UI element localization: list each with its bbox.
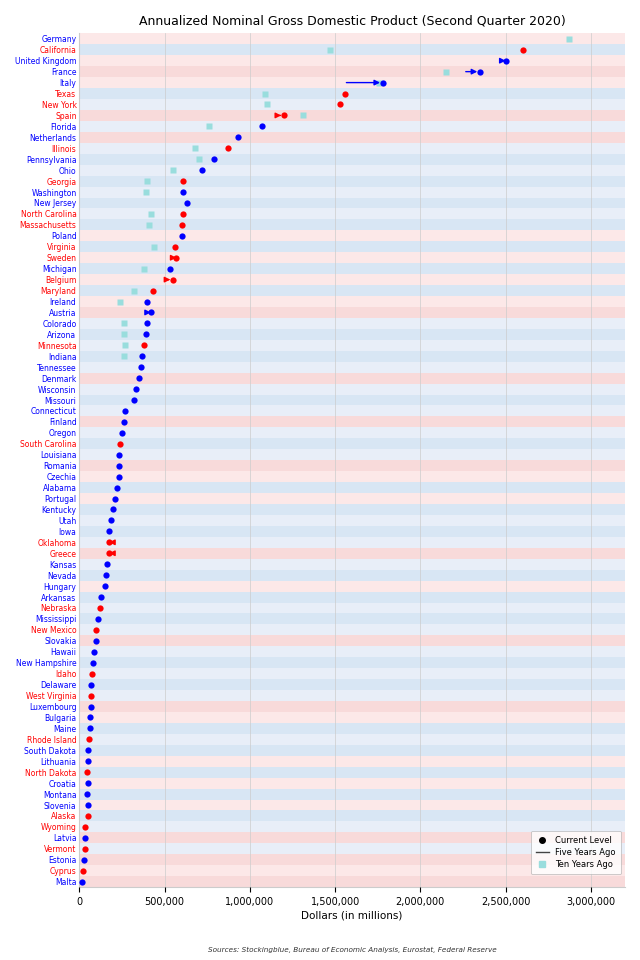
Bar [79,800,625,810]
Bar [79,88,625,99]
Title: Annualized Nominal Gross Domestic Product (Second Quarter 2020): Annualized Nominal Gross Domestic Produc… [139,15,566,28]
Bar [79,66,625,77]
Bar [79,208,625,220]
Bar [79,788,625,800]
Bar [79,263,625,275]
Bar [79,559,625,569]
Text: Sources: Stockingblue, Bureau of Economic Analysis, Eurostat, Federal Reserve: Sources: Stockingblue, Bureau of Economi… [207,948,497,953]
Bar [79,220,625,230]
Bar [79,460,625,471]
Bar [79,198,625,208]
Bar [79,822,625,832]
Bar [79,285,625,296]
Bar [79,745,625,756]
Bar [79,143,625,154]
Bar [79,733,625,745]
Bar [79,384,625,395]
Bar [79,56,625,66]
Bar [79,176,625,186]
Bar [79,439,625,449]
Bar [79,230,625,241]
Legend: Current Level, Five Years Ago, Ten Years Ago: Current Level, Five Years Ago, Ten Years… [531,830,621,875]
Bar [79,603,625,613]
Bar [79,636,625,646]
Bar [79,362,625,372]
Bar [79,154,625,165]
Bar [79,679,625,690]
Bar [79,132,625,143]
Bar [79,427,625,439]
Bar [79,395,625,405]
Bar [79,712,625,723]
Bar [79,526,625,537]
Bar [79,876,625,887]
Bar [79,110,625,121]
Bar [79,723,625,733]
Bar [79,591,625,603]
Bar [79,121,625,132]
Bar [79,34,625,44]
Bar [79,350,625,362]
Bar [79,756,625,767]
Bar [79,658,625,668]
Bar [79,449,625,460]
Bar [79,405,625,417]
Bar [79,372,625,384]
Bar [79,832,625,843]
Bar [79,767,625,778]
Bar [79,843,625,854]
Bar [79,307,625,318]
Bar [79,417,625,427]
Bar [79,701,625,712]
Bar [79,515,625,526]
Bar [79,668,625,679]
Bar [79,318,625,329]
Bar [79,504,625,515]
Bar [79,646,625,658]
Bar [79,241,625,252]
Bar [79,471,625,482]
Bar [79,865,625,876]
Bar [79,548,625,559]
Bar [79,186,625,198]
Bar [79,778,625,788]
Bar [79,482,625,493]
Bar [79,329,625,340]
X-axis label: Dollars (in millions): Dollars (in millions) [301,911,403,921]
Bar [79,810,625,822]
Bar [79,77,625,88]
Bar [79,340,625,350]
Bar [79,690,625,701]
Bar [79,44,625,56]
Bar [79,99,625,110]
Bar [79,275,625,285]
Bar [79,537,625,548]
Bar [79,854,625,865]
Bar [79,165,625,176]
Bar [79,569,625,581]
Bar [79,581,625,591]
Bar [79,493,625,504]
Bar [79,613,625,624]
Bar [79,624,625,636]
Bar [79,252,625,263]
Bar [79,296,625,307]
